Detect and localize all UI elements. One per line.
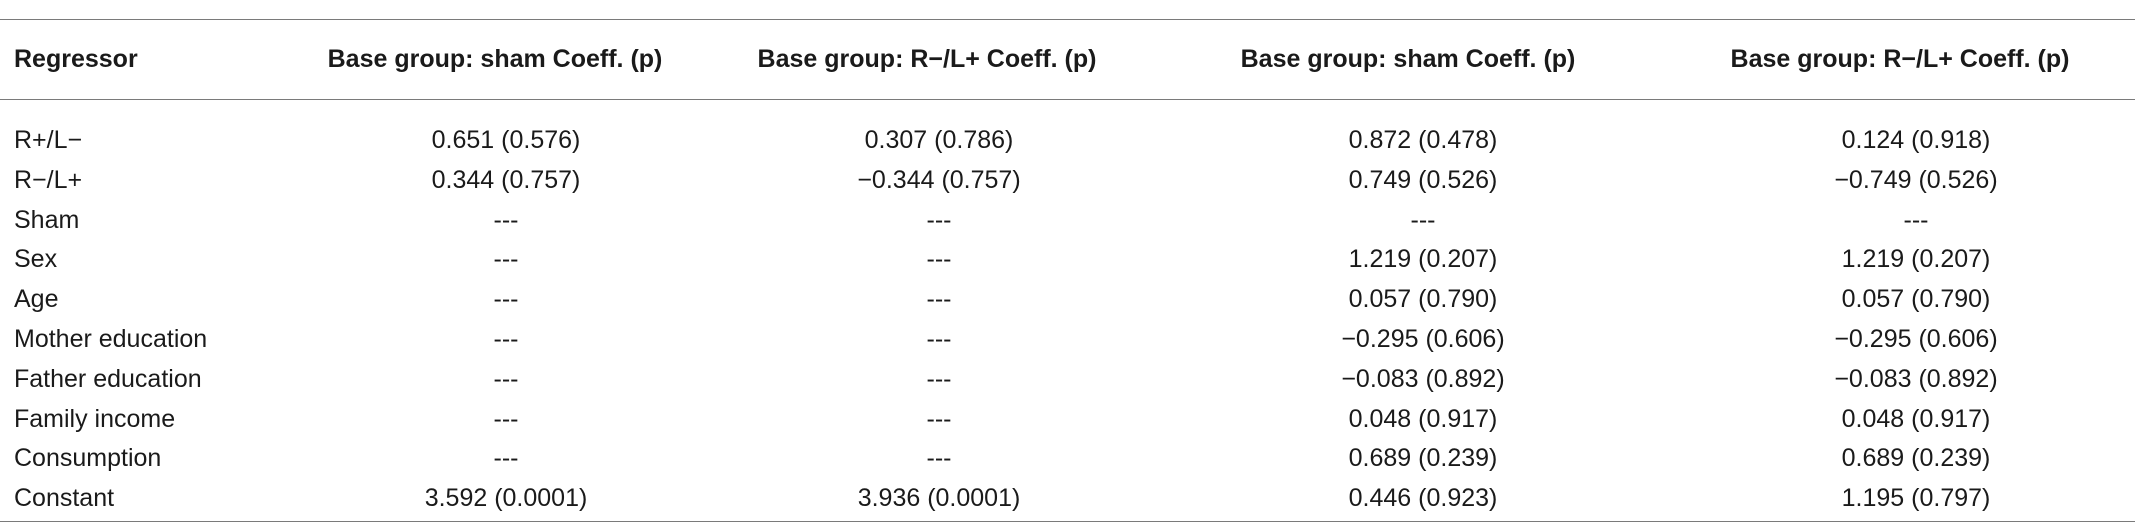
table-cell: 0.651 (0.576) bbox=[431, 126, 581, 154]
table-cell: 0.689 (0.239) bbox=[1348, 444, 1498, 473]
table-cell: 0.048 (0.917) bbox=[1841, 404, 1991, 433]
table-cell: --- bbox=[926, 404, 952, 433]
table-cell: --- bbox=[493, 404, 519, 433]
column-header: Base group: sham Coeff. (p) bbox=[327, 45, 663, 73]
table-cell: 0.749 (0.526) bbox=[1348, 165, 1498, 194]
row-label: Family income bbox=[14, 404, 176, 433]
row-label: Sham bbox=[14, 205, 80, 234]
table-cell: --- bbox=[493, 285, 519, 314]
table-cell: −0.344 (0.757) bbox=[857, 165, 1021, 194]
table-cell: --- bbox=[926, 285, 952, 314]
table-cell: --- bbox=[926, 245, 952, 274]
row-label: Age bbox=[14, 285, 59, 314]
table-cell: 3.936 (0.0001) bbox=[857, 484, 1021, 513]
table-cell: 0.872 (0.478) bbox=[1348, 126, 1498, 154]
table-cell: 0.344 (0.757) bbox=[431, 165, 581, 194]
table-cell: --- bbox=[493, 245, 519, 274]
row-label: Father education bbox=[14, 364, 202, 393]
table-cell: --- bbox=[493, 205, 519, 234]
row-label: Sex bbox=[14, 245, 58, 274]
row-label: Constant bbox=[14, 484, 115, 513]
row-label: R−/L+ bbox=[14, 165, 83, 194]
table-cell: 1.195 (0.797) bbox=[1841, 484, 1991, 513]
table-cell: 0.057 (0.790) bbox=[1348, 285, 1498, 314]
column-header: Base group: R−/L+ Coeff. (p) bbox=[757, 45, 1097, 73]
row-label: R+/L− bbox=[14, 126, 83, 154]
table-cell: −0.295 (0.606) bbox=[1341, 325, 1505, 353]
table-cell: --- bbox=[1410, 205, 1436, 234]
table-cell: 0.048 (0.917) bbox=[1348, 404, 1498, 433]
row-label: Mother education bbox=[14, 325, 208, 353]
table-cell: −0.749 (0.526) bbox=[1834, 165, 1998, 194]
table-cell: --- bbox=[493, 325, 519, 353]
table-cell: 3.592 (0.0001) bbox=[424, 484, 588, 513]
table-cell: 1.219 (0.207) bbox=[1841, 245, 1991, 274]
row-label: Consumption bbox=[14, 444, 162, 473]
table-cell: 0.689 (0.239) bbox=[1841, 444, 1991, 473]
table-cell: −0.083 (0.892) bbox=[1341, 364, 1505, 393]
table-cell: −0.083 (0.892) bbox=[1834, 364, 1998, 393]
table-cell: 0.057 (0.790) bbox=[1841, 285, 1991, 314]
table-cell: --- bbox=[926, 364, 952, 393]
table-cell: 0.446 (0.923) bbox=[1348, 484, 1498, 513]
table-cell: −0.295 (0.606) bbox=[1834, 325, 1998, 353]
table-cell: --- bbox=[1903, 205, 1929, 234]
header-rule bbox=[0, 99, 2135, 100]
bottom-rule bbox=[0, 521, 2135, 522]
table-cell: 1.219 (0.207) bbox=[1348, 245, 1498, 274]
column-header: Regressor bbox=[14, 45, 138, 73]
table-cell: --- bbox=[926, 325, 952, 353]
table-cell: --- bbox=[926, 205, 952, 234]
table-cell: --- bbox=[493, 364, 519, 393]
table-cell: --- bbox=[493, 444, 519, 473]
column-header: Base group: sham Coeff. (p) bbox=[1240, 45, 1576, 73]
table-cell: 0.124 (0.918) bbox=[1841, 126, 1991, 154]
table-cell: 0.307 (0.786) bbox=[864, 126, 1014, 154]
column-header: Base group: R−/L+ Coeff. (p) bbox=[1730, 45, 2070, 73]
table-cell: --- bbox=[926, 444, 952, 473]
top-rule bbox=[0, 19, 2135, 20]
